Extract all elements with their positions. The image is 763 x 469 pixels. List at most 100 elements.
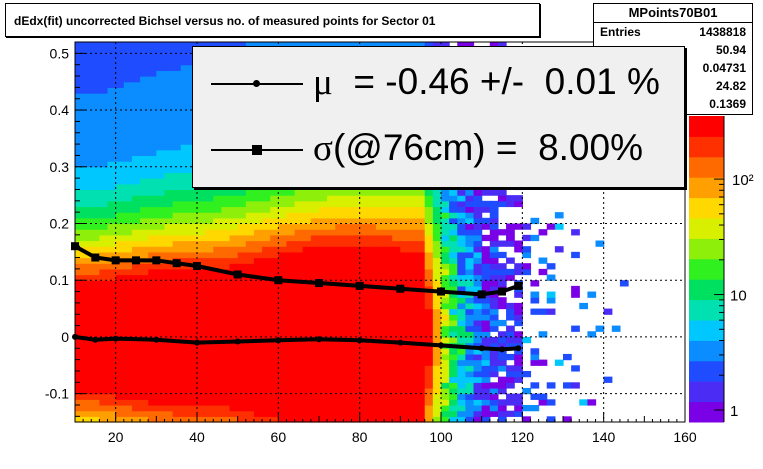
heatmap-cell: [83, 314, 92, 321]
heatmap-cell: [156, 200, 166, 208]
heatmap-cell: [156, 93, 166, 100]
heatmap-cell: [123, 342, 133, 349]
heatmap-cell: [156, 302, 166, 310]
heatmap-cell: [343, 234, 353, 242]
heatmap-cell: [172, 382, 182, 389]
heatmap-cell: [213, 212, 222, 219]
heatmap-cell: [180, 183, 190, 191]
heatmap-cell: [164, 404, 174, 412]
heatmap-cell: [327, 246, 336, 253]
heatmap-cell: [441, 416, 450, 423]
heatmap-cell: [432, 257, 442, 264]
heatmap-cell: [416, 274, 426, 281]
heatmap-cell: [172, 47, 182, 54]
heatmap-cell: [302, 353, 312, 361]
heatmap-cell: [245, 404, 255, 412]
heatmap-cell: [83, 121, 92, 128]
heatmap-cell: [245, 42, 255, 49]
heatmap-cell: [367, 416, 377, 423]
heatmap-cell: [188, 212, 198, 219]
heatmap-cell: [310, 257, 320, 264]
heatmap-cell: [131, 268, 141, 276]
heatmap-cell: [270, 308, 279, 315]
heatmap-cell: [91, 268, 100, 276]
heatmap-cell: [197, 314, 206, 321]
heatmap-cell: [140, 274, 149, 281]
heatmap-cell: [294, 393, 304, 400]
heatmap-cell: [229, 370, 239, 378]
heatmap-cell: [188, 353, 198, 361]
heatmap-cell: [392, 399, 401, 406]
heatmap-cell: [123, 64, 133, 71]
heatmap-cell: [75, 81, 84, 88]
heatmap-cell: [91, 121, 100, 128]
heatmap-cell: [131, 166, 141, 174]
heatmap-cell: [180, 132, 190, 140]
heatmap-cell: [75, 149, 84, 157]
heatmap-cell: [188, 251, 198, 259]
heatmap-cell: [229, 234, 239, 242]
heatmap-cell: [319, 291, 328, 298]
heatmap-cell: [83, 274, 92, 281]
heatmap-cell: [221, 195, 231, 202]
heatmap-cell: [229, 291, 239, 298]
heatmap-cell: [441, 365, 450, 372]
heatmap-cell: [164, 200, 174, 208]
heatmap-cell: [237, 268, 247, 276]
heatmap-cell: [99, 382, 109, 389]
heatmap-cell: [514, 393, 523, 400]
heatmap-cell: [229, 353, 239, 361]
heatmap-cell: [384, 200, 393, 208]
heatmap-cell: [286, 382, 296, 389]
heatmap-cell: [416, 365, 426, 372]
heatmap-cell: [180, 110, 190, 117]
heatmap-cell: [327, 348, 336, 355]
heatmap-cell: [213, 393, 222, 400]
heatmap-cell: [335, 376, 344, 383]
heatmap-cell: [416, 257, 426, 264]
heatmap-cell: [416, 212, 426, 219]
heatmap-cell: [465, 416, 475, 423]
series-marker-square: [152, 256, 161, 265]
heatmap-cell: [375, 308, 385, 315]
heatmap-cell: [156, 297, 166, 304]
heatmap-cell: [164, 399, 174, 406]
colorbar-label: 10²: [732, 172, 754, 189]
heatmap-cell: [457, 319, 466, 327]
heatmap-cell: [75, 393, 84, 400]
heatmap-cell: [408, 291, 418, 298]
heatmap-cell: [91, 319, 100, 327]
heatmap-cell: [131, 331, 141, 338]
heatmap-cell: [278, 416, 288, 423]
heatmap-cell: [367, 200, 377, 208]
stats-value: 24.82: [715, 79, 746, 93]
heatmap-cell: [310, 410, 320, 417]
heatmap-cell: [131, 70, 141, 77]
heatmap-cell: [310, 365, 320, 372]
heatmap-cell: [237, 359, 247, 366]
heatmap-cell: [424, 274, 434, 281]
heatmap-cell: [351, 370, 361, 378]
heatmap-cell: [123, 302, 133, 310]
heatmap-cell: [75, 348, 84, 355]
heatmap-cell: [131, 149, 141, 157]
heatmap-cell: [164, 132, 174, 140]
heatmap-cell: [432, 353, 442, 361]
heatmap-cell: [131, 348, 141, 355]
heatmap-cell: [221, 404, 231, 412]
y-tick-label: 0.4: [50, 102, 70, 118]
heatmap-cell: [205, 319, 214, 327]
heatmap-cell: [408, 336, 418, 344]
heatmap-cell: [416, 370, 426, 378]
heatmap-cell: [91, 64, 100, 71]
heatmap-cell: [432, 319, 442, 327]
heatmap-cell: [408, 240, 418, 247]
heatmap-cell: [83, 342, 92, 349]
heatmap-cell: [262, 404, 271, 412]
heatmap-cell: [115, 251, 125, 259]
heatmap-cell: [253, 376, 263, 383]
heatmap-cell: [294, 348, 304, 355]
heatmap-cell: [473, 195, 483, 202]
heatmap-cell: [327, 319, 336, 327]
heatmap-cell: [237, 200, 247, 208]
